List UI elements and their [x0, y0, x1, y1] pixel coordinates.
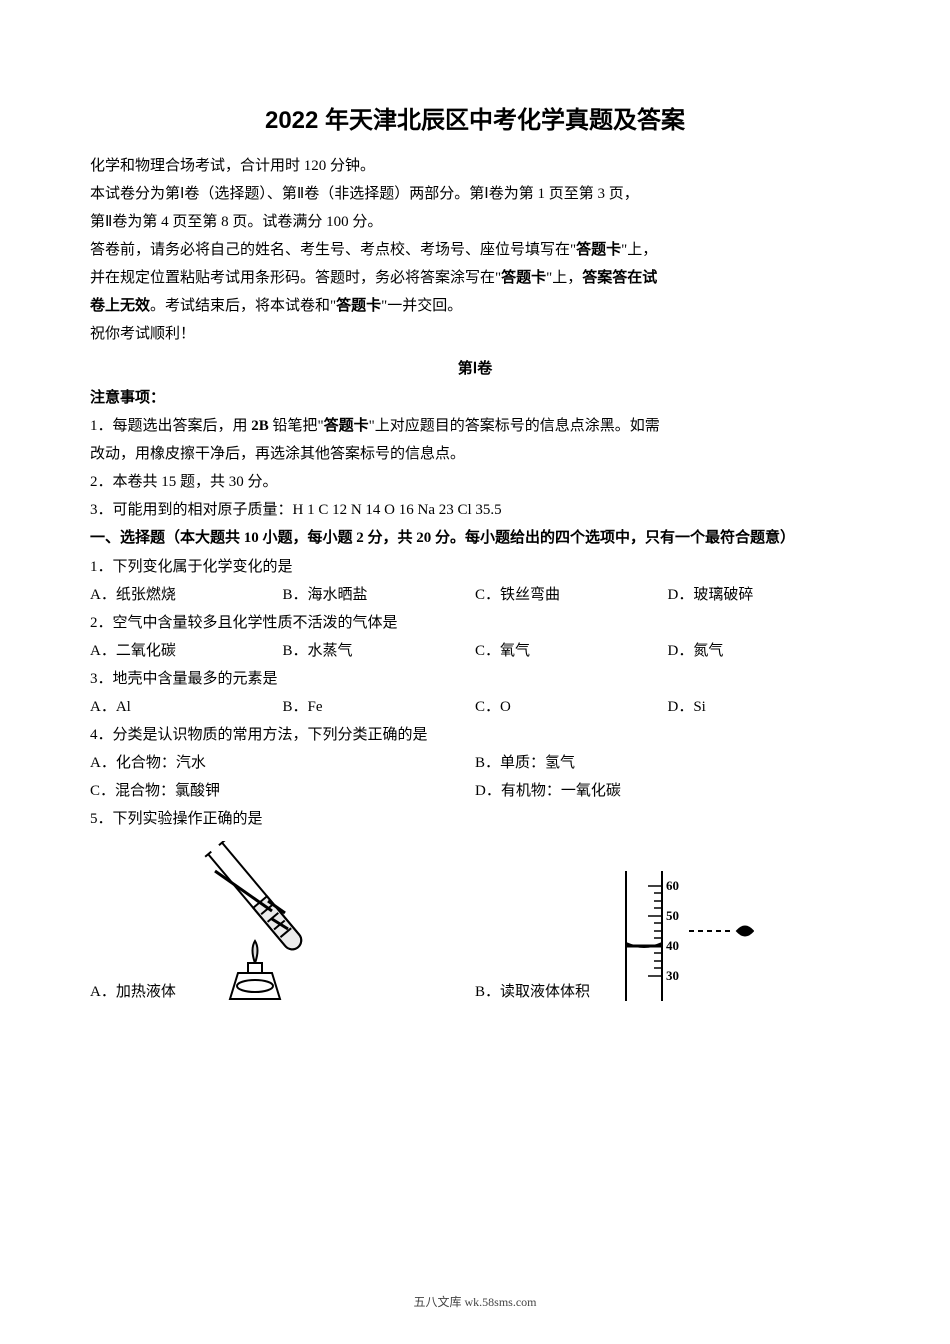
svg-text:50: 50: [666, 908, 679, 923]
q5-images-row: A．加热液体: [90, 841, 860, 1001]
q4-option-d: D．有机物：一氧化碳: [475, 777, 860, 805]
section1-heading: 一、选择题（本大题共 10 小题，每小题 2 分，共 20 分。每小题给出的四个…: [90, 525, 860, 551]
q2-option-a: A．二氧化碳: [90, 637, 283, 665]
q2-option-d: D．氮气: [668, 637, 861, 665]
q4-option-a: A．化合物：汽水: [90, 749, 475, 777]
q2-option-b: B．水蒸气: [283, 637, 476, 665]
text: 答卷前，请务必将自己的姓名、考生号、考点校、考场号、座位号填写在": [90, 242, 576, 258]
q3-option-b: B．Fe: [283, 693, 476, 721]
q5-option-a-label: A．加热液体: [90, 980, 176, 1001]
q1-option-a: A．纸张燃烧: [90, 581, 283, 609]
notice-3: 3．可能用到的相对原子质量：H 1 C 12 N 14 O 16 Na 23 C…: [90, 497, 860, 523]
q5-option-b-wrap: B．读取液体体积: [475, 871, 860, 1001]
text: "上对应题目的答案标号的信息点涂黑。如需: [369, 418, 660, 434]
intro-p3b: 并在规定位置粘贴考试用条形码。答题时，务必将答案涂写在"答题卡"上，答案答在试: [90, 265, 860, 291]
notice-2: 2．本卷共 15 题，共 30 分。: [90, 469, 860, 495]
text: "上，: [621, 242, 657, 258]
svg-text:60: 60: [666, 878, 679, 893]
q4-option-c: C．混合物：氯酸钾: [90, 777, 475, 805]
intro-p3c: 卷上无效。考试结束后，将本试卷和"答题卡"一并交回。: [90, 293, 860, 319]
text: 铅笔把": [269, 418, 324, 434]
text: "一并交回。: [381, 298, 462, 314]
intro-p3a: 答卷前，请务必将自己的姓名、考生号、考点校、考场号、座位号填写在"答题卡"上，: [90, 237, 860, 263]
bold-text: 答题卡: [324, 418, 369, 434]
bold-text: 答案答在试: [582, 270, 657, 286]
notice-1b: 改动，用橡皮擦干净后，再选涂其他答案标号的信息点。: [90, 441, 860, 467]
q4-text: 4．分类是认识物质的常用方法，下列分类正确的是: [90, 721, 860, 749]
page-title: 2022 年天津北辰区中考化学真题及答案: [90, 100, 860, 135]
bold-text: 答题卡: [336, 298, 381, 314]
bold-text: 答题卡: [501, 270, 546, 286]
q5-option-b-label: B．读取液体体积: [475, 980, 590, 1001]
part1-title: 第Ⅰ卷: [90, 357, 860, 378]
q2-option-c: C．氧气: [475, 637, 668, 665]
graduated-cylinder-reading-icon: 60 50 40 30: [604, 871, 754, 1001]
bold-text: 2B: [251, 418, 269, 434]
text: 并在规定位置粘贴考试用条形码。答题时，务必将答案涂写在": [90, 270, 501, 286]
q2-text: 2．空气中含量较多且化学性质不活泼的气体是: [90, 609, 860, 637]
intro-p4: 祝你考试顺利！: [90, 321, 860, 347]
text: 。考试结束后，将本试卷和": [150, 298, 336, 314]
q3-option-d: D．Si: [668, 693, 861, 721]
intro-p1: 化学和物理合场考试，合计用时 120 分钟。: [90, 153, 860, 179]
q2-options: A．二氧化碳 B．水蒸气 C．氧气 D．氮气: [90, 637, 860, 665]
q1-option-d: D．玻璃破碎: [668, 581, 861, 609]
notice-heading: 注意事项：: [90, 386, 860, 407]
q1-options: A．纸张燃烧 B．海水晒盐 C．铁丝弯曲 D．玻璃破碎: [90, 581, 860, 609]
page-footer: 五八文库 wk.58sms.com: [0, 1293, 950, 1310]
notice-1a: 1．每题选出答案后，用 2B 铅笔把"答题卡"上对应题目的答案标号的信息点涂黑。…: [90, 413, 860, 439]
q1-option-c: C．铁丝弯曲: [475, 581, 668, 609]
q5-text: 5．下列实验操作正确的是: [90, 805, 860, 833]
q1-option-b: B．海水晒盐: [283, 581, 476, 609]
q4-option-b: B．单质：氢气: [475, 749, 860, 777]
intro-p2b: 第Ⅱ卷为第 4 页至第 8 页。试卷满分 100 分。: [90, 209, 860, 235]
q1-text: 1．下列变化属于化学变化的是: [90, 553, 860, 581]
q3-options: A．Al B．Fe C．O D．Si: [90, 693, 860, 721]
q4-options-2: C．混合物：氯酸钾 D．有机物：一氧化碳: [90, 777, 860, 805]
svg-text:40: 40: [666, 938, 679, 953]
svg-text:30: 30: [666, 968, 679, 983]
q4-options-1: A．化合物：汽水 B．单质：氢气: [90, 749, 860, 777]
bold-text: 卷上无效: [90, 298, 150, 314]
text: "上，: [546, 270, 582, 286]
q3-text: 3．地壳中含量最多的元素是: [90, 665, 860, 693]
q3-option-a: A．Al: [90, 693, 283, 721]
bold-text: 答题卡: [576, 242, 621, 258]
q3-option-c: C．O: [475, 693, 668, 721]
test-tube-heating-icon: [190, 841, 340, 1001]
intro-p2a: 本试卷分为第Ⅰ卷（选择题）、第Ⅱ卷（非选择题）两部分。第Ⅰ卷为第 1 页至第 3…: [90, 181, 860, 207]
text: 1．每题选出答案后，用: [90, 418, 251, 434]
q5-option-a-wrap: A．加热液体: [90, 841, 475, 1001]
